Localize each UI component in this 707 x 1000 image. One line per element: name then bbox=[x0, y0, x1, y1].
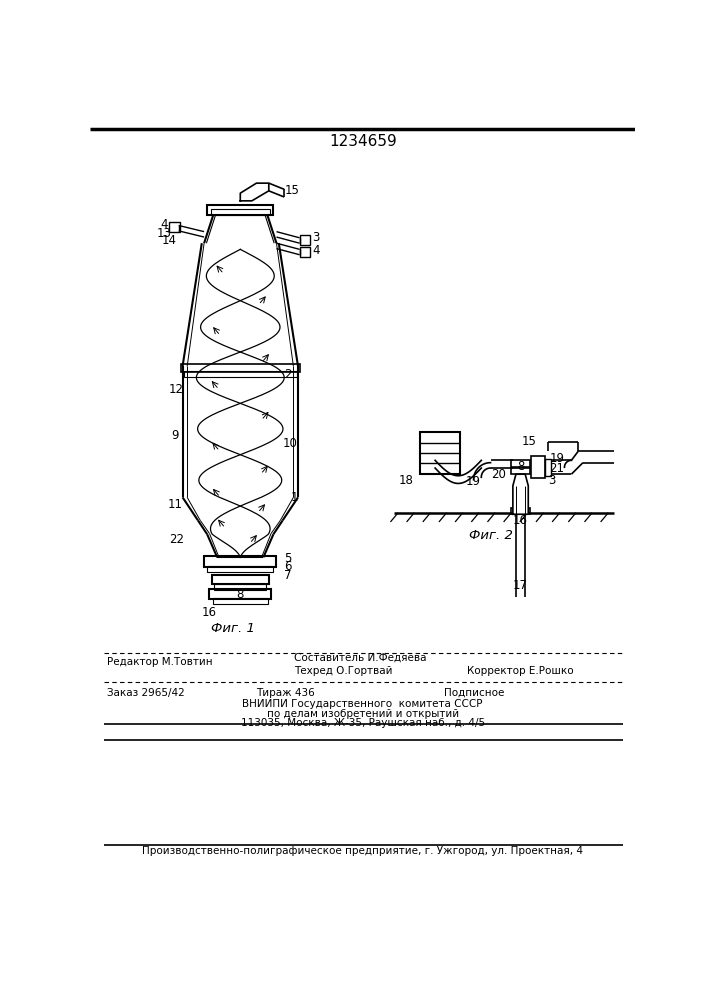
Text: ВНИИПИ Государственного  комитета СССР: ВНИИПИ Государственного комитета СССР bbox=[243, 699, 483, 709]
Text: 8: 8 bbox=[517, 460, 525, 473]
Text: Производственно-полиграфическое предприятие, г. Ужгород, ул. Проектная, 4: Производственно-полиграфическое предприя… bbox=[142, 846, 583, 856]
Text: 1: 1 bbox=[291, 491, 298, 504]
Bar bbox=[545, 459, 551, 476]
Text: 11: 11 bbox=[168, 498, 182, 512]
Bar bbox=[214, 584, 267, 590]
Text: 15: 15 bbox=[284, 184, 299, 197]
Bar bbox=[532, 456, 545, 478]
Text: 10: 10 bbox=[283, 437, 298, 450]
Text: Заказ 2965/42: Заказ 2965/42 bbox=[107, 688, 185, 698]
Text: 3: 3 bbox=[312, 231, 320, 244]
Text: 12: 12 bbox=[169, 383, 184, 396]
Bar bbox=[300, 235, 310, 245]
Bar bbox=[181, 364, 300, 372]
Text: 19: 19 bbox=[466, 475, 481, 488]
Bar bbox=[511, 460, 530, 466]
Text: Составитель И.Федяева: Составитель И.Федяева bbox=[294, 652, 427, 662]
Text: 3: 3 bbox=[549, 474, 556, 487]
Text: 18: 18 bbox=[399, 474, 414, 487]
Bar bbox=[300, 247, 310, 257]
Text: 21: 21 bbox=[549, 462, 564, 475]
Text: 17: 17 bbox=[513, 579, 528, 592]
Bar bbox=[213, 598, 268, 604]
Text: 1234659: 1234659 bbox=[329, 134, 397, 149]
Text: 20: 20 bbox=[491, 468, 506, 481]
Bar bbox=[511, 468, 530, 474]
Text: 15: 15 bbox=[522, 435, 537, 448]
Bar bbox=[204, 556, 276, 567]
Text: 113035, Москва, Ж-35, Раушская наб., д. 4/5: 113035, Москва, Ж-35, Раушская наб., д. … bbox=[240, 718, 485, 728]
Bar bbox=[170, 222, 180, 232]
Text: 5: 5 bbox=[284, 552, 292, 565]
Polygon shape bbox=[513, 474, 528, 514]
Bar bbox=[207, 205, 274, 215]
Text: 9: 9 bbox=[171, 429, 179, 442]
Text: 8: 8 bbox=[237, 588, 244, 601]
Bar bbox=[209, 589, 271, 599]
Text: Корректор Е.Рошко: Корректор Е.Рошко bbox=[467, 666, 574, 676]
Text: 4: 4 bbox=[312, 244, 320, 257]
Bar bbox=[420, 432, 460, 474]
Text: Редактор М.Товтин: Редактор М.Товтин bbox=[107, 657, 213, 667]
Text: 13: 13 bbox=[157, 227, 172, 240]
Text: 16: 16 bbox=[202, 606, 217, 619]
Bar bbox=[184, 371, 296, 377]
Text: Фиг. 1: Фиг. 1 bbox=[211, 622, 255, 635]
Bar bbox=[207, 566, 274, 572]
Text: 16: 16 bbox=[513, 514, 528, 527]
Bar bbox=[211, 209, 269, 215]
Text: 6: 6 bbox=[284, 560, 292, 573]
Text: 14: 14 bbox=[162, 234, 177, 247]
Text: 22: 22 bbox=[169, 533, 184, 546]
Polygon shape bbox=[240, 183, 269, 201]
Text: 7: 7 bbox=[284, 569, 292, 582]
Text: 4: 4 bbox=[160, 218, 168, 231]
Text: Фиг. 2: Фиг. 2 bbox=[469, 529, 513, 542]
Text: 2: 2 bbox=[284, 368, 292, 381]
Text: 19: 19 bbox=[549, 452, 564, 465]
Text: Техред О.Гортвай: Техред О.Гортвай bbox=[294, 666, 392, 676]
Text: Подписное: Подписное bbox=[444, 688, 505, 698]
Bar bbox=[511, 508, 530, 514]
Bar bbox=[212, 575, 269, 584]
Text: Тираж 436: Тираж 436 bbox=[256, 688, 315, 698]
Text: по делам изобретений и открытий: по делам изобретений и открытий bbox=[267, 709, 459, 719]
